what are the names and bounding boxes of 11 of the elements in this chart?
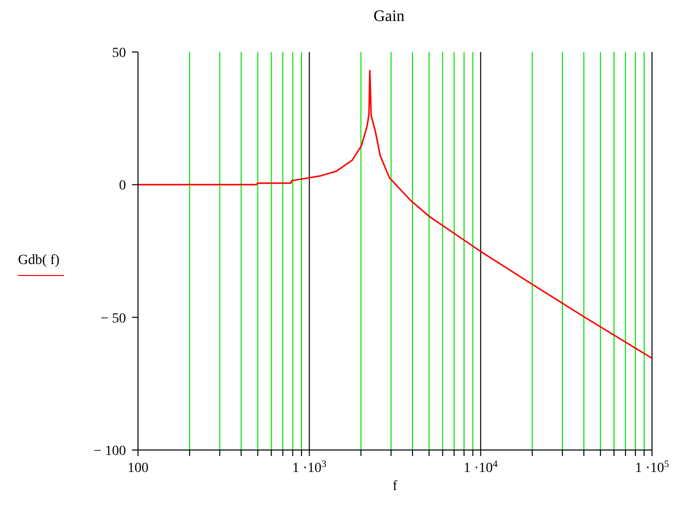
text: Gdb( f) [18, 252, 61, 268]
x-tick-label: 1 ·10$^{5}$ [634, 458, 670, 476]
y-tick-label: − 100 [94, 444, 126, 459]
x-tick-label: 1 ·10$^{4}$ [464, 458, 498, 476]
y-tick-label: − 50 [100, 311, 126, 326]
chart-title: Gain [372, 8, 406, 27]
x-tick-label: 100 [128, 461, 148, 476]
x-axis-title: f [392, 479, 398, 494]
x-tick-label: 1 ·10$^{3}$ [292, 458, 326, 476]
y-tick-label: 50 [112, 46, 126, 61]
y-tick-label: 0 [119, 178, 126, 194]
